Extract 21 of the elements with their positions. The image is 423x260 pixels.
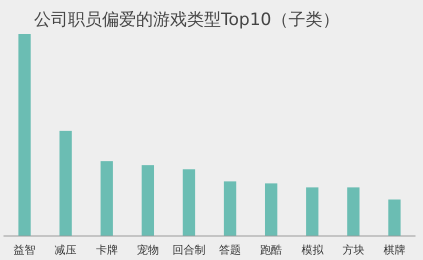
bar bbox=[142, 165, 154, 236]
bar bbox=[224, 181, 236, 236]
bar bbox=[388, 199, 401, 236]
x-tick-label: 方块 bbox=[342, 243, 364, 256]
x-tick-label: 回合制 bbox=[172, 243, 206, 256]
bar bbox=[264, 183, 278, 236]
x-tick-label: 减压 bbox=[54, 243, 77, 256]
x-tick-label: 跑酷 bbox=[260, 243, 282, 256]
bar bbox=[347, 187, 360, 236]
x-tick-label: 卡牌 bbox=[96, 243, 118, 256]
bar bbox=[306, 187, 318, 236]
x-tick-label: 益智 bbox=[14, 243, 36, 256]
bar bbox=[100, 161, 113, 236]
x-tick-label: 棋牌 bbox=[383, 243, 406, 256]
bar bbox=[18, 34, 31, 236]
x-tick-label: 模拟 bbox=[301, 243, 324, 256]
x-tick-label: 答题 bbox=[219, 243, 242, 256]
bar bbox=[182, 169, 196, 236]
bar bbox=[59, 130, 72, 236]
x-tick-label: 宠物 bbox=[136, 243, 159, 256]
chart-title: 公司职员偏爱的游戏类型Top10（子类） bbox=[34, 9, 340, 31]
